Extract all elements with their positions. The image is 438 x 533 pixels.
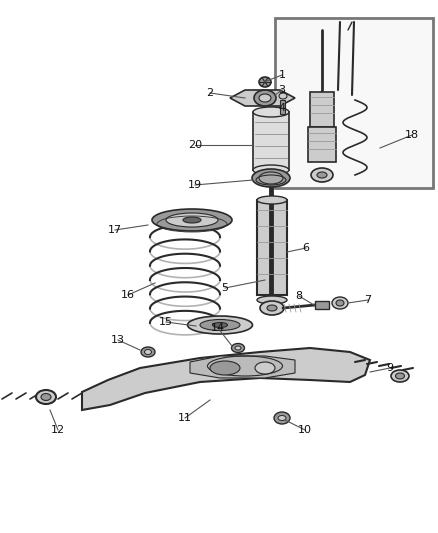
Ellipse shape — [200, 319, 240, 330]
Text: 2: 2 — [206, 88, 214, 98]
Text: 11: 11 — [178, 413, 192, 423]
Ellipse shape — [278, 416, 286, 421]
Ellipse shape — [336, 300, 344, 306]
Bar — [308, 127, 336, 162]
Text: 20: 20 — [188, 140, 202, 150]
Text: 8: 8 — [296, 291, 303, 301]
Ellipse shape — [255, 362, 275, 374]
Ellipse shape — [166, 213, 218, 227]
Bar — [257, 200, 287, 295]
Ellipse shape — [254, 90, 276, 106]
Ellipse shape — [253, 107, 289, 117]
Ellipse shape — [145, 350, 152, 354]
Ellipse shape — [36, 390, 56, 404]
Text: 5: 5 — [222, 283, 229, 293]
Text: 16: 16 — [121, 290, 135, 300]
Text: 19: 19 — [188, 180, 202, 190]
Ellipse shape — [210, 361, 240, 375]
Polygon shape — [230, 90, 295, 106]
Ellipse shape — [259, 94, 271, 102]
Ellipse shape — [235, 346, 241, 350]
Ellipse shape — [279, 93, 287, 99]
Text: 9: 9 — [386, 363, 394, 373]
Ellipse shape — [253, 165, 289, 175]
Ellipse shape — [141, 347, 155, 357]
Text: 15: 15 — [159, 317, 173, 327]
Text: 6: 6 — [303, 243, 310, 253]
Text: 1: 1 — [279, 70, 286, 80]
Ellipse shape — [41, 393, 51, 400]
Ellipse shape — [259, 77, 271, 87]
Text: 10: 10 — [298, 425, 312, 435]
Ellipse shape — [232, 343, 244, 352]
Text: 7: 7 — [364, 295, 371, 305]
Text: 4: 4 — [279, 103, 286, 113]
Ellipse shape — [317, 172, 327, 178]
Bar — [280, 100, 285, 114]
Ellipse shape — [260, 301, 284, 315]
Ellipse shape — [267, 305, 277, 311]
Bar — [253, 112, 289, 170]
Polygon shape — [190, 356, 295, 378]
Text: 13: 13 — [111, 335, 125, 345]
Text: 18: 18 — [405, 130, 419, 140]
Ellipse shape — [152, 209, 232, 231]
Ellipse shape — [212, 322, 227, 327]
Ellipse shape — [259, 172, 283, 184]
Text: 17: 17 — [108, 225, 122, 235]
Text: 3: 3 — [279, 85, 286, 95]
Ellipse shape — [274, 412, 290, 424]
Polygon shape — [82, 348, 370, 410]
Ellipse shape — [311, 168, 333, 182]
Bar — [315, 301, 329, 309]
Ellipse shape — [252, 169, 290, 187]
Ellipse shape — [332, 297, 348, 309]
Ellipse shape — [391, 370, 409, 382]
Ellipse shape — [183, 217, 201, 223]
Text: 12: 12 — [51, 425, 65, 435]
Bar — [310, 92, 334, 127]
Ellipse shape — [257, 196, 287, 204]
Ellipse shape — [187, 316, 252, 334]
Ellipse shape — [396, 373, 405, 379]
Ellipse shape — [257, 296, 287, 304]
Text: 14: 14 — [211, 323, 225, 333]
Bar — [275, 18, 433, 188]
